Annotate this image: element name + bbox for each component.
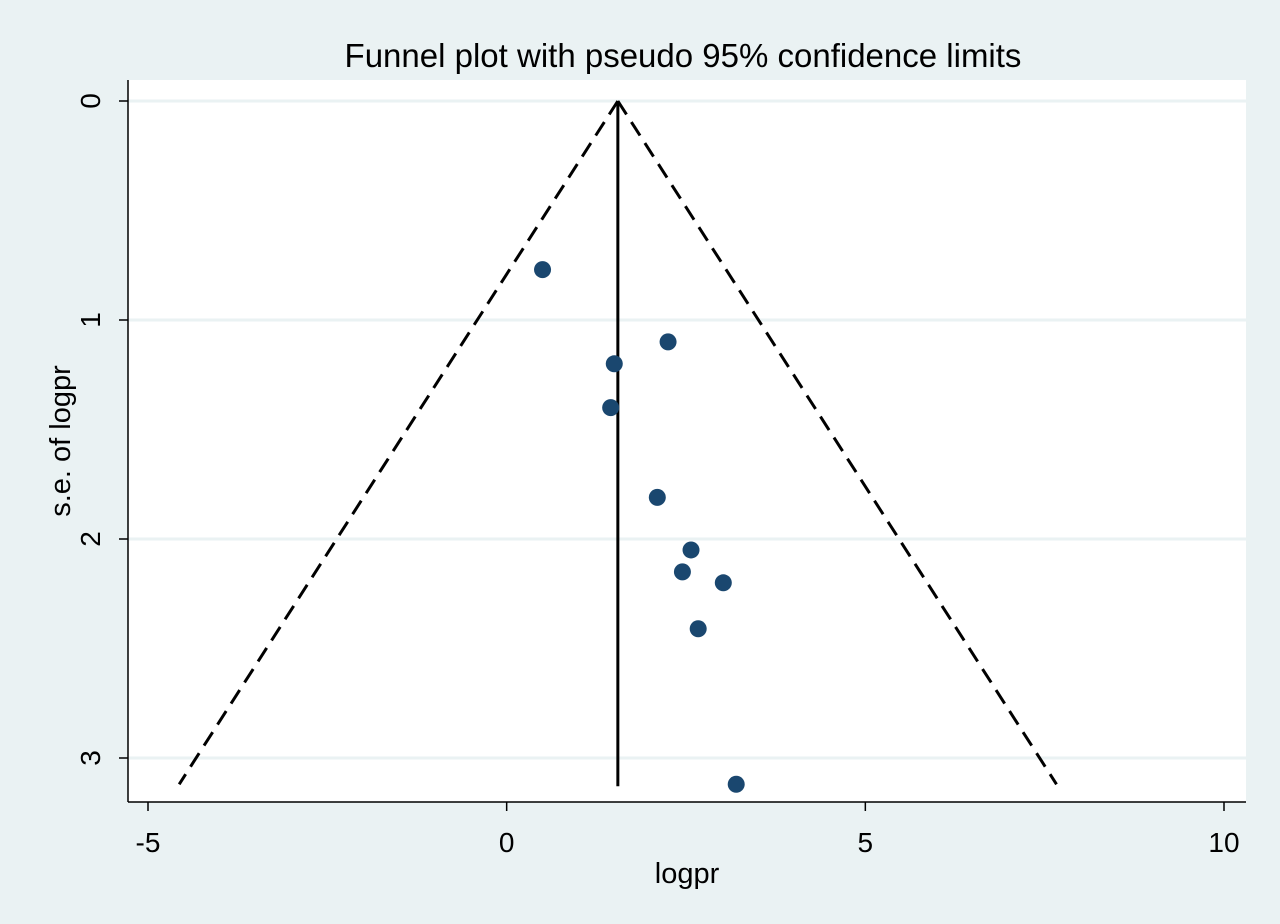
data-point xyxy=(727,775,745,793)
data-point xyxy=(682,541,700,559)
x-tick-label: 5 xyxy=(858,827,874,858)
data-point xyxy=(648,488,666,506)
x-axis-label: logpr xyxy=(655,858,720,890)
x-tick-label: 10 xyxy=(1208,827,1239,858)
y-tick-label: 1 xyxy=(75,312,106,328)
y-tick-label: 2 xyxy=(75,531,106,547)
lower-confidence-limit-line xyxy=(177,100,620,786)
data-point xyxy=(714,574,732,592)
y-tick-label: 0 xyxy=(75,93,106,109)
axes: -5 0 5 10 0 1 2 3 xyxy=(75,80,1246,858)
chart-title: Funnel plot with pseudo 95% confidence l… xyxy=(345,37,1022,74)
y-axis-label: s.e. of logpr xyxy=(45,365,77,517)
grid-lines xyxy=(128,99,1246,760)
x-tick-label: -5 xyxy=(136,827,161,858)
data-point xyxy=(659,333,677,351)
data-point xyxy=(602,399,620,417)
data-point xyxy=(605,355,623,373)
data-points xyxy=(534,261,745,793)
data-point xyxy=(534,261,552,279)
x-tick-label: 0 xyxy=(499,827,515,858)
funnel-lines xyxy=(177,100,1058,787)
upper-confidence-limit-line xyxy=(616,100,1058,786)
data-point xyxy=(673,563,691,581)
data-point xyxy=(689,620,707,638)
y-tick-label: 3 xyxy=(75,750,106,766)
plot-area xyxy=(128,80,1246,802)
